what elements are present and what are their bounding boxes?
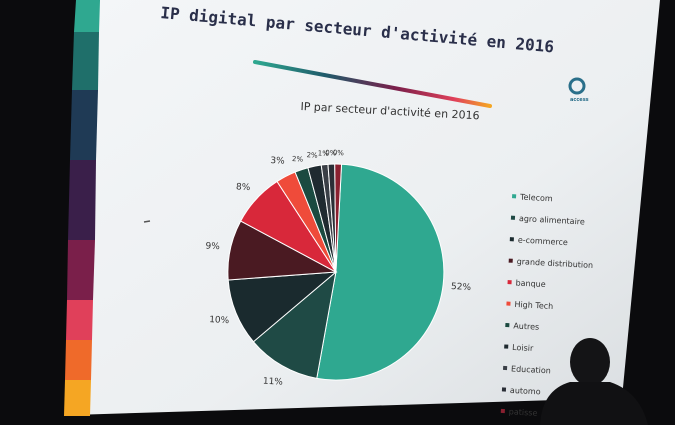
legend-item-label: banque: [515, 278, 546, 289]
access-logo-icon: [568, 77, 586, 95]
slice-value-label: 10%: [209, 315, 230, 326]
legend-item-label: e-commerce: [518, 236, 569, 248]
access-logo-text: access: [570, 97, 589, 103]
stray-mark: [143, 220, 151, 223]
slice-value-label: 8%: [236, 182, 251, 193]
legend-item-label: agro alimentaire: [519, 214, 585, 226]
legend-item-label: Telecom: [519, 193, 553, 204]
legend-swatch: [509, 237, 514, 242]
slice-value-label: 0%: [325, 149, 337, 158]
legend-swatch: [512, 194, 517, 199]
legend-swatch: [507, 280, 512, 285]
legend-item-label: patisse: [509, 407, 538, 417]
slice-value-label: 1%: [318, 149, 330, 158]
legend-swatch: [508, 258, 513, 263]
legend-item-label: Autres: [513, 321, 539, 331]
slice-value-label: 3%: [270, 156, 285, 167]
legend-swatch: [504, 344, 509, 349]
legend-item-label: grande distribution: [516, 257, 593, 270]
pie-slice-agro-alimentaire: [252, 270, 337, 379]
chart-legend: Telecom agro alimentaire e-commerce grande …: [500, 193, 593, 418]
legend-item-label: Loisir: [512, 343, 534, 353]
legend-swatch: [500, 408, 505, 414]
title-underline: [253, 60, 492, 108]
pie-labels: 52%11%10%9%8%3% 2% 2% 1%0%0%: [205, 149, 472, 388]
speaker-silhouette: [540, 338, 648, 425]
slice-value-label: 9%: [205, 241, 220, 252]
slice-value-label: 0%: [333, 149, 345, 158]
legend-swatch: [501, 387, 507, 392]
slice-value-label: 2%: [306, 151, 318, 160]
pie-slice-telecom: [316, 163, 445, 381]
slice-value-label: 11%: [263, 377, 284, 388]
legend-item-label: High Tech: [514, 300, 553, 311]
legend-swatch: [506, 301, 511, 306]
legend-swatch: [503, 365, 508, 371]
access-logo: access: [568, 77, 589, 103]
slice-value-label: 2%: [292, 155, 304, 164]
legend-swatch: [510, 215, 516, 220]
legend-item-label: Education: [511, 364, 551, 375]
legend-item-label: automo: [510, 386, 541, 397]
pie-slice-patisserie: [334, 163, 343, 273]
slice-value-label: 52%: [451, 282, 472, 293]
legend-swatch: [505, 322, 510, 328]
pie-slices: [227, 163, 445, 381]
slide-color-band: [64, 0, 100, 416]
